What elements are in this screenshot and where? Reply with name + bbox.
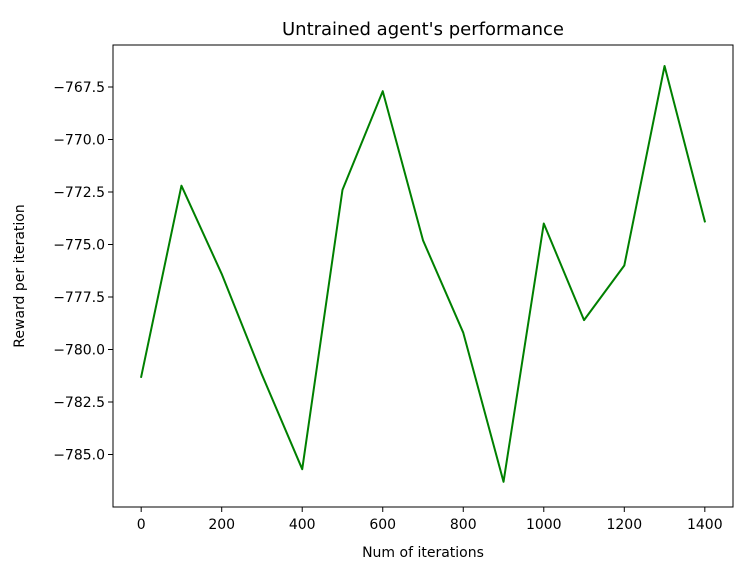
y-axis-label: Reward per iteration — [12, 204, 28, 347]
y-tick-label: −767.5 — [53, 80, 105, 96]
x-tick-label: 1200 — [606, 517, 642, 533]
x-axis-label: Num of iterations — [362, 545, 484, 561]
chart-title: Untrained agent's performance — [282, 19, 564, 40]
series-line — [139, 65, 707, 483]
x-tick-label: 600 — [369, 517, 396, 533]
series-layer — [139, 65, 707, 483]
x-tick-label: 200 — [208, 517, 235, 533]
y-tick-label: −780.0 — [53, 343, 105, 359]
x-tick-label: 400 — [289, 517, 316, 533]
x-tick-label: 1000 — [526, 517, 562, 533]
y-tick-label: −777.5 — [53, 290, 105, 306]
y-tick-label: −772.5 — [53, 185, 105, 201]
x-tick-label: 1400 — [687, 517, 723, 533]
plot-area — [112, 44, 734, 508]
plot-frame — [112, 44, 734, 508]
y-tick-label: −775.0 — [53, 238, 105, 254]
y-tick-label: −782.5 — [53, 395, 105, 411]
y-tick-label: −785.0 — [53, 448, 105, 464]
y-tick-label: −770.0 — [53, 133, 105, 149]
x-axis: 0 200 400 600 800 1000 1200 1400 — [137, 507, 723, 533]
x-tick-label: 800 — [450, 517, 477, 533]
x-tick-label: 0 — [137, 517, 146, 533]
y-axis: −785.0 −782.5 −780.0 −777.5 −775.0 −772.5 −770… — [53, 80, 113, 464]
